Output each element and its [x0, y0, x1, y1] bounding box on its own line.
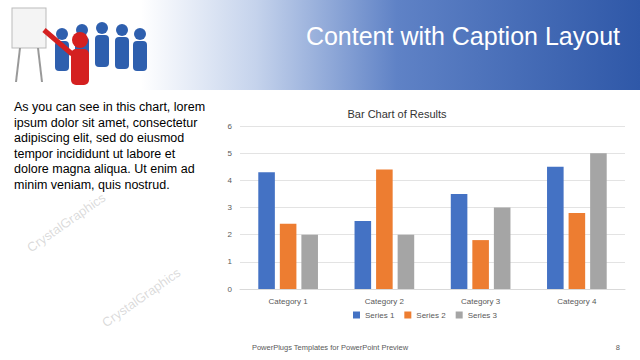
svg-text:Category 2: Category 2 [365, 297, 405, 306]
html-text:As you can see in this chart,: As you can see in this chart, lorem ipsu… [14, 100, 206, 192]
html-text:PowerPlugs Templates for Power: PowerPlugs Templates for PowerPoint Prev… [251, 343, 409, 352]
html-text:CrystalGraphics: CrystalGraphics [99, 264, 184, 331]
svg-text:Category 1: Category 1 [269, 297, 309, 306]
svg-text:Series 1: Series 1 [365, 311, 395, 320]
svg-text:0: 0 [228, 285, 233, 294]
svg-text:4: 4 [228, 176, 233, 185]
svg-text:1: 1 [228, 257, 233, 266]
svg-text:Category 3: Category 3 [461, 297, 501, 306]
svg-text:Bar Chart of Results: Bar Chart of Results [347, 108, 447, 120]
html-text:CrystalGraphics: CrystalGraphics [24, 189, 109, 256]
svg-text:2: 2 [228, 230, 233, 239]
svg-text:Category 4: Category 4 [557, 297, 597, 306]
svg-text:3: 3 [228, 203, 233, 212]
html-text:8: 8 [615, 343, 620, 352]
svg-text:5: 5 [228, 149, 233, 158]
svg-text:Series 3: Series 3 [468, 311, 498, 320]
svg-text:Series 2: Series 2 [416, 311, 446, 320]
svg-text:6: 6 [228, 122, 233, 131]
html-text:Content with Caption Layout: Content with Caption Layout [305, 22, 620, 50]
